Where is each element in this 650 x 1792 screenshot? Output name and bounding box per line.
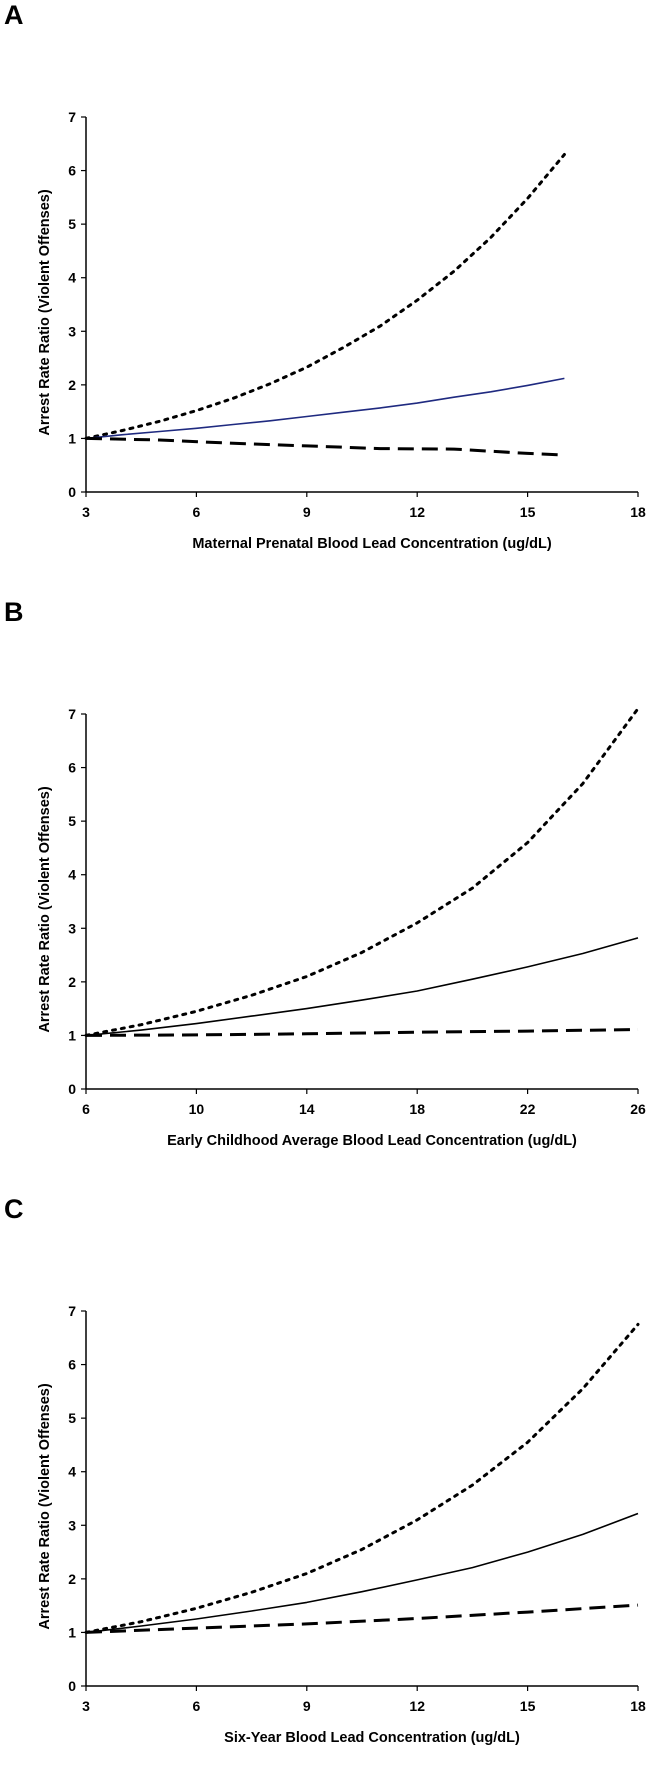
y-axis-title: Arrest Rate Ratio (Violent Offenses) — [37, 189, 53, 435]
series-line-dashed — [85, 1028, 639, 1037]
x-tick-label: 18 — [409, 1101, 425, 1117]
y-tick-label: 5 — [68, 1410, 76, 1426]
series-line-dotted — [84, 1322, 640, 1634]
y-tick-label: 0 — [68, 1678, 76, 1694]
panel-label: A — [4, 0, 24, 30]
chart-b-svg: 0 1 2 3 4 5 6 7 6 10 14 18 22 26 Early Childhood Avera… — [37, 706, 646, 1149]
y-tick-label: 2 — [68, 377, 76, 393]
x-tick-label: 3 — [82, 504, 90, 520]
y-tick-label: 3 — [68, 1517, 76, 1533]
x-tick-label: 26 — [630, 1101, 646, 1117]
y-tick-label: 1 — [68, 1027, 76, 1043]
x-tick-label: 22 — [520, 1101, 536, 1117]
y-tick-label: 4 — [68, 867, 76, 883]
x-tick-label: 12 — [409, 504, 425, 520]
x-tick-label: 10 — [189, 1101, 205, 1117]
y-tick-label: 7 — [68, 1303, 76, 1319]
y-tick-label: 0 — [68, 484, 76, 500]
series-line-dashed — [85, 1603, 639, 1634]
x-tick-label: 14 — [299, 1101, 315, 1117]
y-tick-label: 2 — [68, 1571, 76, 1587]
x-tick-label: 18 — [630, 1698, 646, 1714]
panel-label: C — [4, 1194, 24, 1224]
x-tick-label: 9 — [303, 1698, 311, 1714]
y-tick-label: 3 — [68, 323, 76, 339]
y-tick-label: 5 — [68, 813, 76, 829]
y-tick-label: 0 — [68, 1081, 76, 1097]
series-line-solid — [85, 937, 639, 1037]
x-axis-title: Early Childhood Average Blood Lead Conce… — [167, 1133, 577, 1149]
series-line-dotted — [84, 153, 566, 440]
chart-panel-b: B 0 1 2 3 4 5 6 7 6 10 14 18 22 26 Early Childhood Ave… — [0, 597, 650, 1194]
y-tick-label: 2 — [68, 974, 76, 990]
y-axis-title: Arrest Rate Ratio (Violent Offenses) — [37, 786, 53, 1032]
x-tick-label: 15 — [520, 504, 536, 520]
chart-panel-a: A 0 1 2 3 4 5 6 7 3 6 9 12 15 18 Maternal Prenatal Blo… — [0, 0, 650, 597]
y-tick-label: 4 — [68, 1464, 76, 1480]
series-line-solid — [85, 1512, 639, 1634]
series-line-dashed — [85, 436, 565, 457]
x-tick-label: 6 — [193, 504, 201, 520]
x-tick-label: 12 — [409, 1698, 425, 1714]
panel-label: B — [4, 597, 24, 627]
series-line-dotted — [84, 707, 640, 1037]
y-tick-label: 5 — [68, 216, 76, 232]
y-tick-label: 3 — [68, 920, 76, 936]
y-tick-label: 6 — [68, 1357, 76, 1373]
y-tick-label: 7 — [68, 706, 76, 722]
series-line-solid — [85, 377, 565, 440]
y-tick-label: 7 — [68, 109, 76, 125]
x-tick-label: 15 — [520, 1698, 536, 1714]
x-tick-label: 3 — [82, 1698, 90, 1714]
y-tick-label: 1 — [68, 430, 76, 446]
x-tick-label: 6 — [82, 1101, 90, 1117]
x-tick-label: 6 — [193, 1698, 201, 1714]
y-tick-label: 6 — [68, 163, 76, 179]
x-axis-title: Maternal Prenatal Blood Lead Concentrati… — [192, 536, 551, 552]
x-tick-label: 18 — [630, 504, 646, 520]
y-axis-title: Arrest Rate Ratio (Violent Offenses) — [37, 1383, 53, 1629]
y-tick-label: 1 — [68, 1624, 76, 1640]
chart-panel-c: C 0 1 2 3 4 5 6 7 3 6 9 12 15 18 Six-Year Blood Lead C… — [0, 1194, 650, 1791]
y-tick-label: 6 — [68, 760, 76, 776]
x-tick-label: 9 — [303, 504, 311, 520]
y-tick-label: 4 — [68, 270, 76, 286]
x-axis-title: Six-Year Blood Lead Concentration (ug/dL… — [224, 1730, 520, 1746]
